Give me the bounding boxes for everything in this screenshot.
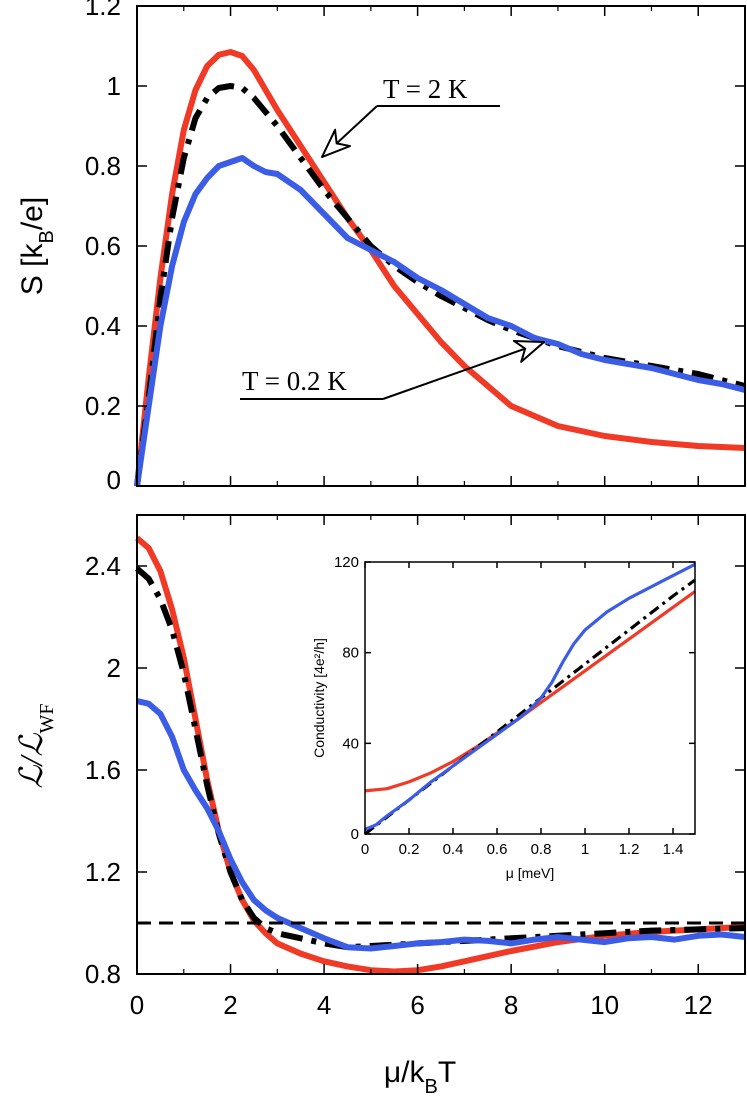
bottom-ytick-label-4: 2.4	[85, 551, 121, 581]
top-ytick-label-6: 1.2	[85, 0, 121, 21]
annotation-t2k: T = 2 K	[322, 74, 500, 157]
top-y-tick-labels: 0 0.2 0.4 0.6 0.8 1 1.2	[85, 0, 121, 495]
annotation-t02k: T = 0.2 K	[240, 342, 544, 400]
inset-ticks	[364, 561, 695, 835]
top-series-black-dashdot	[134, 83, 746, 487]
inset-series-blue	[364, 562, 696, 831]
bottom-panel: 0.81.21.622.4 0 2 4 6 8 10 12 ℒ/ℒWF μ/kBT 0408…	[13, 514, 746, 1098]
bottom-plot-frame	[136, 514, 746, 975]
xlabel-main: μ/k	[384, 1056, 426, 1089]
top-ytick-label-4: 0.8	[85, 151, 121, 181]
top-panel: 0 0.2 0.4 0.6 0.8 1 1.2 S [kB/e] T = 2 K T = 0…	[16, 0, 746, 495]
top-ytick-label-2: 0.4	[85, 311, 121, 341]
bottom-ylabel-main: ℒ/ℒ	[13, 733, 49, 789]
top-y-axis-label: S [kB/e]	[16, 197, 58, 295]
inset-xtick-label-5: 1	[581, 841, 589, 858]
bottom-ylabel-sub: WF	[36, 704, 58, 734]
annotation-t2k-text: T = 2 K	[383, 74, 468, 104]
inset-xtick-label-4: 0.8	[531, 841, 552, 858]
inset-y-axis-label: Conductivity [4e²/h]	[311, 638, 327, 758]
inset-xtick-label-0: 0	[361, 841, 369, 858]
inset-xtick-label-1: 0.2	[399, 841, 420, 858]
inset-y-tick-labels: 0 40 80 120	[334, 554, 359, 843]
inset-x-tick-labels: 0 0.2 0.4 0.6 0.8 1 1.2 1.4	[361, 841, 684, 858]
inset-xtick-label-6: 1.2	[619, 841, 640, 858]
bottom-series-group	[135, 535, 746, 975]
inset-background	[365, 562, 695, 834]
bottom-ticks	[136, 515, 746, 975]
top-ytick-label-0: 0	[107, 465, 121, 495]
inset-ytick-label-0: 0	[351, 826, 359, 843]
bottom-xtick-label-5: 10	[590, 990, 619, 1020]
annotation-t2k-arrow	[322, 105, 378, 157]
bottom-xtick-label-2: 4	[317, 990, 331, 1020]
top-ticks	[136, 5, 746, 487]
inset-series-group	[364, 562, 696, 836]
top-ylabel-end: /e]	[16, 197, 49, 230]
bottom-xtick-label-0: 0	[130, 990, 144, 1020]
xlabel-end: T	[438, 1056, 456, 1089]
top-ytick-label-3: 0.6	[85, 231, 121, 261]
inset-panel: 0 40 80 120 0 0.2 0.4 0.6 0.8 1 1.2 1.4 Conductivi…	[311, 554, 696, 881]
top-ylabel-sub: B	[36, 230, 58, 243]
inset-x-axis-label: μ [meV]	[506, 865, 555, 881]
bottom-series-blue	[136, 698, 746, 952]
bottom-xtick-label-6: 12	[684, 990, 713, 1020]
bottom-ytick-label-0: 0.8	[85, 959, 121, 989]
bottom-ytick-label-3: 2	[107, 653, 121, 683]
top-series-blue	[134, 155, 746, 487]
inset-xtick-label-7: 1.4	[663, 841, 684, 858]
inset-xtick-label-2: 0.4	[443, 841, 464, 858]
bottom-xtick-label-4: 8	[504, 990, 518, 1020]
top-series-red	[134, 49, 746, 487]
bottom-ytick-label-1: 1.2	[85, 857, 121, 887]
inset-ytick-label-2: 80	[342, 645, 359, 662]
inset-xtick-label-3: 0.6	[487, 841, 508, 858]
bottom-xtick-label-3: 6	[410, 990, 424, 1020]
inset-ytick-label-3: 120	[334, 554, 359, 571]
bottom-y-tick-labels: 0.8 1.2 1.6 2 2.4	[85, 551, 121, 989]
top-ytick-label-1: 0.2	[85, 391, 121, 421]
bottom-x-tick-labels: 0 2 4 6 8 10 12	[130, 990, 713, 1020]
bottom-y-axis-label: ℒ/ℒWF	[13, 704, 58, 789]
top-series-group	[134, 49, 746, 487]
bottom-ytick-label-2: 1.6	[85, 755, 121, 785]
top-ytick-label-5: 1	[107, 71, 121, 101]
inset-ytick-label-1: 40	[342, 735, 359, 752]
top-ylabel-main: S [k	[16, 243, 49, 296]
bottom-x-axis-label: μ/kBT	[384, 1056, 456, 1098]
xlabel-sub: B	[424, 1076, 437, 1098]
bottom-xtick-label-1: 2	[223, 990, 237, 1020]
inset-plot-frame	[364, 561, 696, 835]
annotation-t02k-arrow	[382, 342, 544, 400]
annotation-t02k-text: T = 0.2 K	[242, 366, 347, 396]
